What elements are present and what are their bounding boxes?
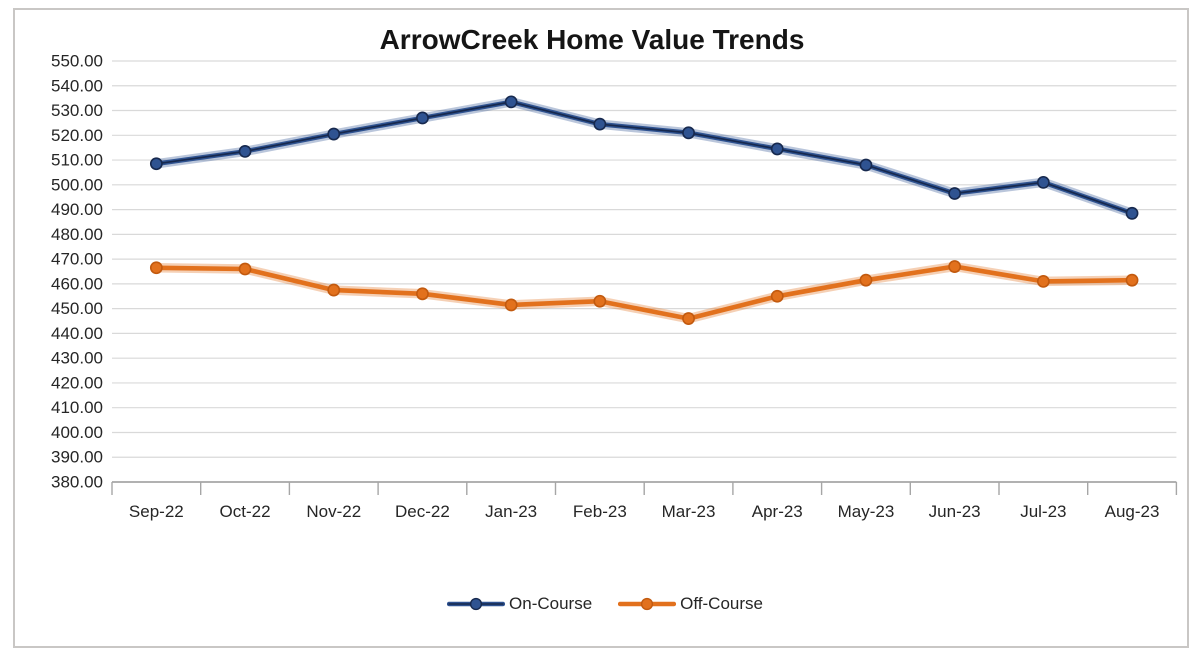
series-line-0 — [154, 99, 1135, 216]
data-point-marker — [859, 273, 873, 287]
y-tick-label: 520.00 — [51, 126, 103, 145]
y-tick-label: 390.00 — [51, 448, 103, 467]
y-tick-label: 540.00 — [51, 76, 103, 95]
data-point-marker — [1125, 206, 1139, 220]
x-tick-label: Aug-23 — [1105, 502, 1160, 521]
x-tick-label: May-23 — [838, 502, 895, 521]
data-point-marker — [327, 127, 341, 141]
data-point-marker — [682, 126, 695, 140]
legend-item-on-course: On-Course — [447, 594, 592, 614]
legend: On-Course Off-Course — [0, 594, 1200, 614]
data-point-marker — [1036, 175, 1050, 189]
y-tick-label: 380.00 — [51, 473, 103, 492]
y-tick-label: 440.00 — [51, 324, 103, 343]
data-point-marker — [327, 283, 341, 297]
y-tick-label: 490.00 — [51, 200, 103, 219]
data-point-marker — [593, 117, 607, 131]
data-point-marker — [770, 142, 784, 156]
x-tick-label: Nov-22 — [306, 502, 361, 521]
data-point-marker — [238, 262, 252, 276]
data-point-marker — [948, 260, 962, 273]
y-tick-label: 410.00 — [51, 398, 103, 417]
x-tick-label: Sep-22 — [129, 502, 184, 521]
data-point-marker — [859, 158, 873, 172]
y-tick-label: 480.00 — [51, 225, 103, 244]
data-point-marker — [149, 261, 163, 275]
chart-title: ArrowCreek Home Value Trends — [379, 24, 805, 55]
series-line-core-0 — [155, 101, 1133, 215]
data-point-marker — [593, 294, 607, 308]
data-point-marker — [416, 111, 429, 125]
x-tick-label: Feb-23 — [573, 502, 627, 521]
chart-border — [13, 8, 1189, 648]
x-tick-label: Jun-23 — [929, 502, 981, 521]
y-tick-label: 470.00 — [51, 250, 103, 269]
data-point-marker — [1125, 273, 1139, 287]
data-point-marker — [504, 298, 518, 312]
series-line-glow-0 — [151, 97, 1137, 219]
y-tick-label: 460.00 — [51, 274, 103, 293]
data-point-marker — [504, 95, 518, 109]
y-tick-label: 450.00 — [51, 299, 103, 318]
y-tick-label: 510.00 — [51, 151, 103, 170]
data-point-marker — [1036, 275, 1050, 288]
data-point-marker — [770, 289, 784, 303]
data-point-marker — [416, 287, 429, 301]
legend-marker — [469, 597, 483, 611]
y-tick-label: 500.00 — [51, 175, 103, 194]
y-tick-label: 550.00 — [51, 52, 103, 71]
legend-label-off-course: Off-Course — [680, 594, 763, 613]
series-line-1 — [154, 264, 1135, 321]
x-tick-label: Oct-22 — [220, 502, 271, 521]
y-tick-label: 420.00 — [51, 373, 103, 392]
x-tick-label: Mar-23 — [662, 502, 716, 521]
data-point-marker — [149, 157, 163, 171]
y-tick-label: 530.00 — [51, 101, 103, 120]
x-tick-label: Dec-22 — [395, 502, 450, 521]
legend-item-off-course: Off-Course — [618, 594, 763, 614]
legend-marker — [641, 597, 654, 611]
data-point-marker — [238, 144, 252, 158]
legend-label-on-course: On-Course — [509, 594, 593, 613]
data-point-marker — [682, 312, 695, 325]
x-tick-label: Apr-23 — [752, 502, 803, 521]
off-course-line-sample — [618, 597, 677, 611]
data-point-marker — [948, 187, 962, 200]
on-course-line-sample — [447, 597, 506, 611]
y-tick-label: 430.00 — [51, 349, 103, 368]
x-tick-label: Jul-23 — [1020, 502, 1066, 521]
y-tick-label: 400.00 — [51, 423, 103, 442]
x-tick-label: Jan-23 — [485, 502, 537, 521]
